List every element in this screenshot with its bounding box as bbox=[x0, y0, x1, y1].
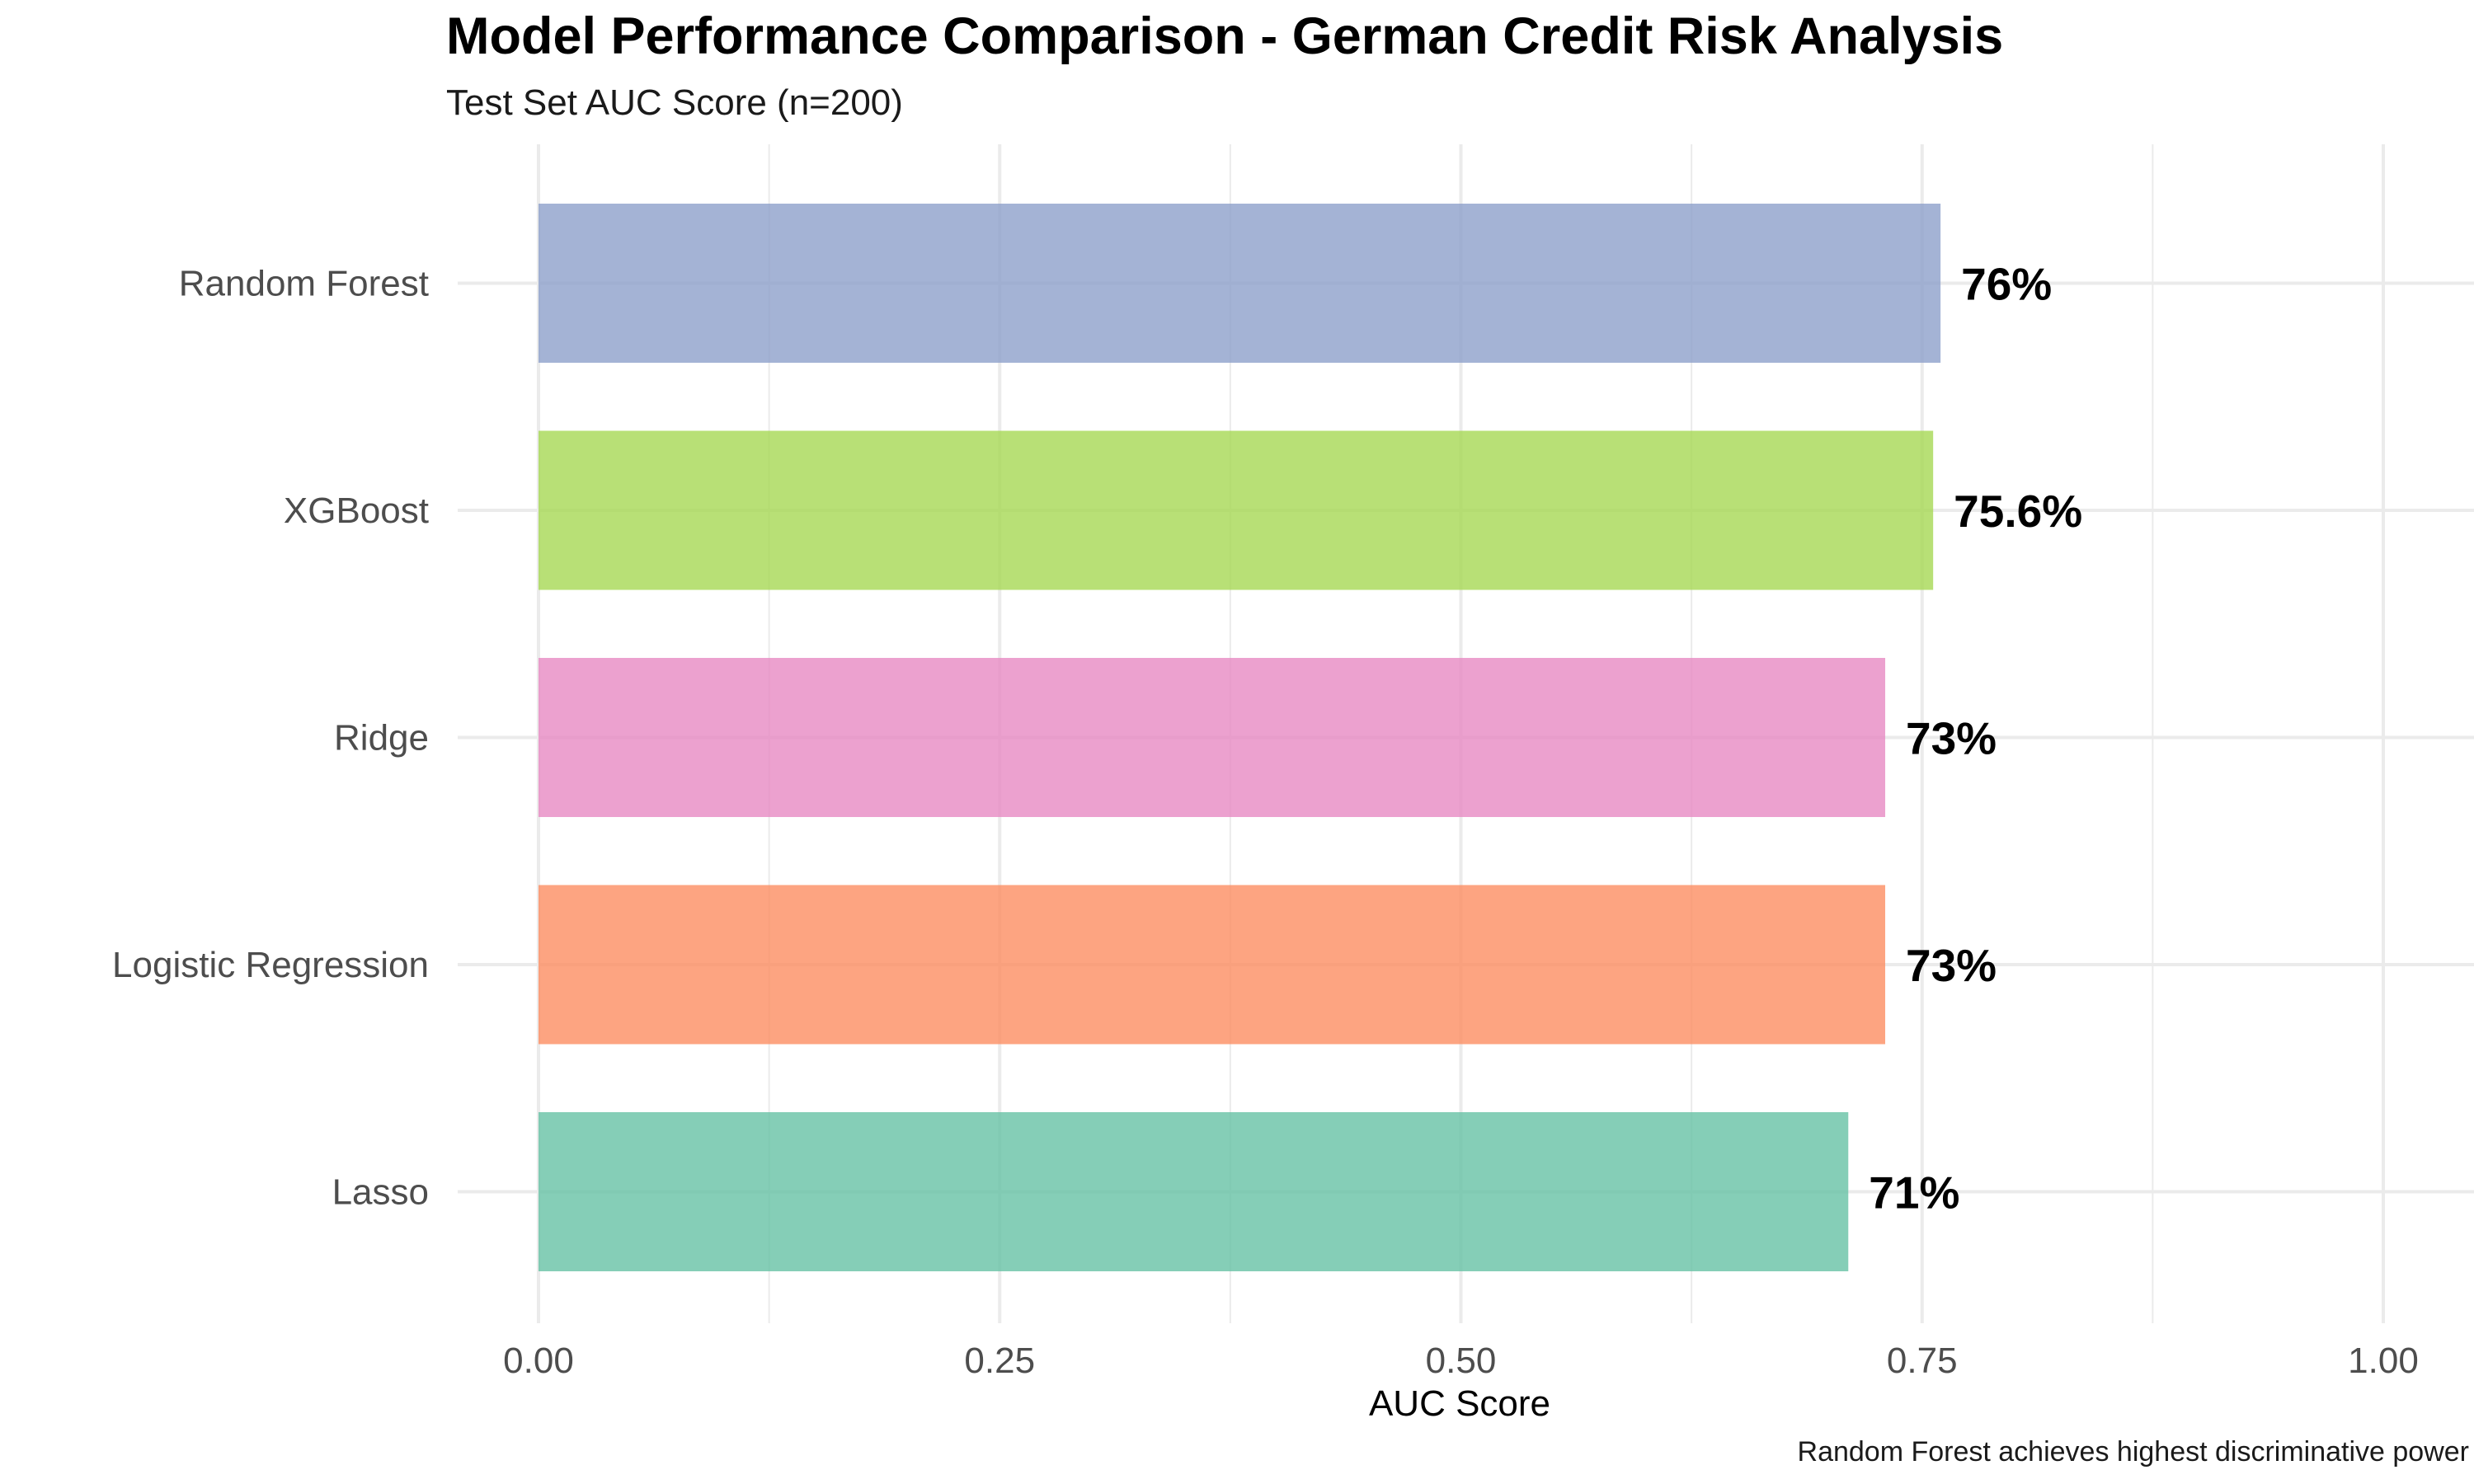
bars bbox=[539, 204, 1941, 1271]
x-axis-title: AUC Score bbox=[1369, 1383, 1550, 1424]
data-labels: 76% 75.6% 73% 73% 71% bbox=[1869, 259, 2082, 1219]
y-tick-label: Logistic Regression bbox=[112, 945, 429, 985]
bar-logistic-regression bbox=[539, 885, 1886, 1045]
x-tick-label: 1.00 bbox=[2348, 1341, 2419, 1381]
data-label: 73% bbox=[1906, 713, 1997, 764]
bar-ridge bbox=[539, 658, 1886, 817]
bar-xgboost bbox=[539, 430, 1934, 590]
y-tick-label: XGBoost bbox=[284, 491, 429, 531]
data-label: 76% bbox=[1961, 259, 2052, 310]
chart-subtitle: Test Set AUC Score (n=200) bbox=[446, 82, 903, 123]
bar-lasso bbox=[539, 1112, 1849, 1271]
y-tick-label: Lasso bbox=[332, 1172, 429, 1213]
y-tick-label: Ridge bbox=[334, 718, 429, 758]
x-tick-label: 0.75 bbox=[1887, 1341, 1958, 1381]
data-label: 71% bbox=[1869, 1167, 1959, 1219]
x-tick-label: 0.25 bbox=[964, 1341, 1035, 1381]
data-label: 73% bbox=[1906, 940, 1997, 991]
y-axis-tick-labels: Random Forest XGBoost Ridge Logistic Regres… bbox=[112, 264, 429, 1213]
data-label: 75.6% bbox=[1954, 486, 2082, 537]
x-tick-label: 0.50 bbox=[1426, 1341, 1497, 1381]
chart-title: Model Performance Comparison - German Cr… bbox=[446, 7, 2004, 65]
x-axis-tick-labels: 0.00 0.25 0.50 0.75 1.00 bbox=[503, 1341, 2419, 1381]
chart-caption: Random Forest achieves highest discrimin… bbox=[1797, 1436, 2469, 1468]
x-tick-label: 0.00 bbox=[503, 1341, 574, 1381]
y-tick-label: Random Forest bbox=[179, 264, 429, 304]
bar-random-forest bbox=[539, 204, 1941, 363]
